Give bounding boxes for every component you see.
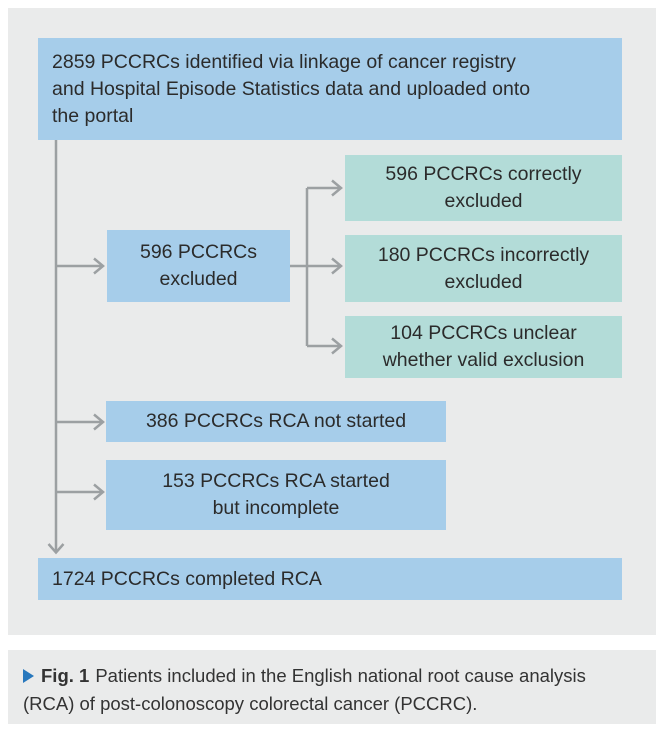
flowchart-panel: 2859 PCCRCs identified via linkage of ca… [8, 8, 656, 635]
node-rca-not-started-line: 386 PCCRCs RCA not started [145, 410, 407, 432]
node-excluded-line: 596 PCCRCs [139, 241, 258, 263]
node-completed-rca-line: 1724 PCCRCs completed RCA [52, 567, 322, 590]
arrow-to-not-started [56, 413, 105, 431]
caption-line-1: Fig. 1 Patients included in the English n… [23, 662, 641, 690]
arrow-to-incomplete [56, 483, 105, 501]
node-incorrectly-excluded-line: excluded [444, 270, 523, 293]
node-identified: 2859 PCCRCs identified via linkage of ca… [38, 38, 622, 140]
figure-label: Fig. 1 [41, 665, 90, 686]
node-unclear-exclusion: 104 PCCRCs unclear whether valid exclusi… [345, 316, 622, 378]
node-identified-line: 2859 PCCRCs identified via linkage of ca… [52, 50, 516, 73]
node-rca-not-started: 386 PCCRCs RCA not started [106, 401, 446, 442]
caption-line-2: (RCA) of post-colonoscopy colorectal can… [23, 693, 478, 714]
caption-panel: Fig. 1 Patients included in the English n… [8, 650, 656, 724]
node-rca-incomplete-line: 153 PCCRCs RCA started [162, 470, 390, 492]
arrow-main-spine [47, 140, 65, 555]
node-excluded-line: excluded [159, 268, 238, 290]
node-correctly-excluded: 596 PCCRCs correctly excluded [345, 155, 622, 221]
arrow-excluded-branch-spine [290, 188, 309, 346]
arrow-to-incorrectly-excluded [307, 257, 343, 275]
node-excluded: 596 PCCRCs excluded [107, 230, 290, 302]
node-rca-incomplete-line: but incomplete [212, 497, 340, 519]
flow-arrows [47, 140, 343, 555]
node-unclear-exclusion-line: whether valid exclusion [382, 349, 585, 371]
node-incorrectly-excluded-line: 180 PCCRCs incorrectly [377, 243, 590, 266]
node-unclear-exclusion-line: 104 PCCRCs unclear [390, 322, 577, 344]
node-identified-line: the portal [52, 104, 134, 127]
node-correctly-excluded-line: excluded [444, 190, 523, 212]
node-rca-incomplete: 153 PCCRCs RCA started but incomplete [106, 460, 446, 530]
arrow-to-correctly-excluded [307, 179, 343, 197]
fig-pointer-icon [23, 669, 34, 683]
node-incorrectly-excluded: 180 PCCRCs incorrectly excluded [345, 235, 622, 302]
node-correctly-excluded-line: 596 PCCRCs correctly [385, 163, 582, 185]
arrow-to-unclear-exclusion [307, 337, 343, 355]
node-completed-rca: 1724 PCCRCs completed RCA [38, 558, 622, 600]
arrow-to-excluded [56, 257, 105, 275]
node-identified-line: and Hospital Episode Statistics data and… [52, 77, 531, 100]
caption-text-1: Patients included in the English nationa… [95, 665, 586, 686]
